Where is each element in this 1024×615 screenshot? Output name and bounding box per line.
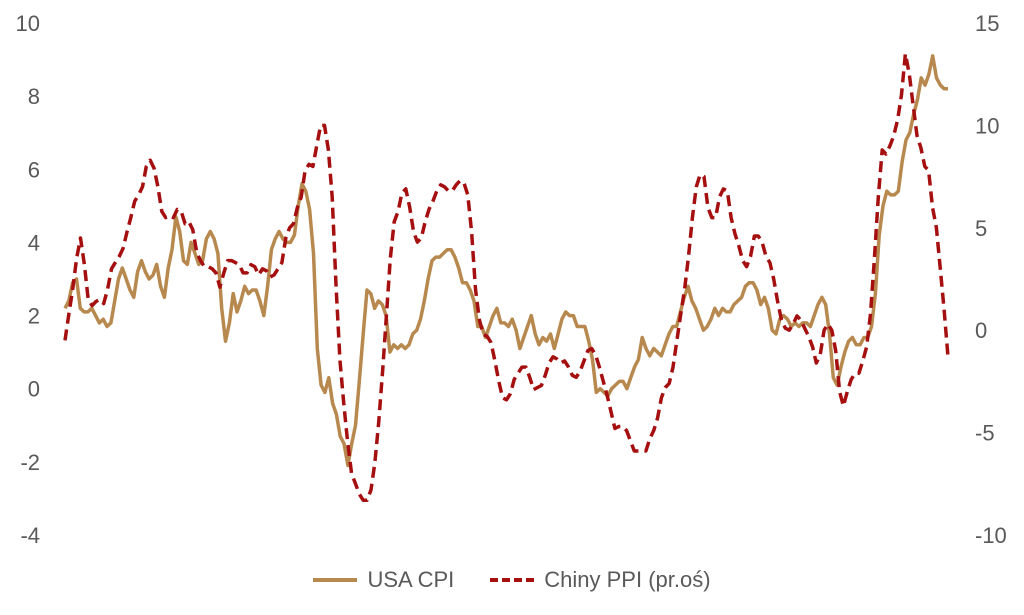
left-tick-label: -4 <box>20 523 40 548</box>
right-y-axis: -10 -5 0 5 10 15 <box>975 11 1007 548</box>
left-tick-label: 8 <box>28 84 40 109</box>
left-tick-label: 6 <box>28 157 40 182</box>
right-tick-label: 5 <box>975 216 987 241</box>
left-tick-label: 2 <box>28 304 40 329</box>
left-tick-label: 10 <box>16 11 40 36</box>
legend-swatch-chiny-ppi <box>490 578 535 582</box>
series-line-usa-cpi <box>63 54 948 468</box>
right-tick-label: 0 <box>975 318 987 343</box>
legend-label-chiny-ppi: Chiny PPI (pr.oś) <box>544 567 711 592</box>
legend-item-chiny-ppi: Chiny PPI (pr.oś) <box>490 567 711 593</box>
legend-label-usa-cpi: USA CPI <box>367 567 455 592</box>
dual-axis-line-chart: -4 -2 0 2 4 6 8 10 -10 -5 0 5 10 15 <box>16 11 1007 548</box>
right-tick-label: -5 <box>975 421 995 446</box>
left-tick-label: -2 <box>20 450 40 475</box>
legend-item-usa-cpi: USA CPI <box>313 567 454 593</box>
series-layer <box>63 51 950 502</box>
right-tick-label: -10 <box>975 523 1007 548</box>
right-tick-label: 15 <box>975 11 999 36</box>
series-line-chiny-ppi <box>63 51 950 502</box>
left-tick-label: 4 <box>28 230 40 255</box>
legend-swatch-usa-cpi <box>313 578 358 582</box>
right-tick-label: 10 <box>975 113 999 138</box>
left-y-axis: -4 -2 0 2 4 6 8 10 <box>16 11 40 548</box>
left-tick-label: 0 <box>28 377 40 402</box>
legend: USA CPI Chiny PPI (pr.oś) <box>0 560 1024 600</box>
